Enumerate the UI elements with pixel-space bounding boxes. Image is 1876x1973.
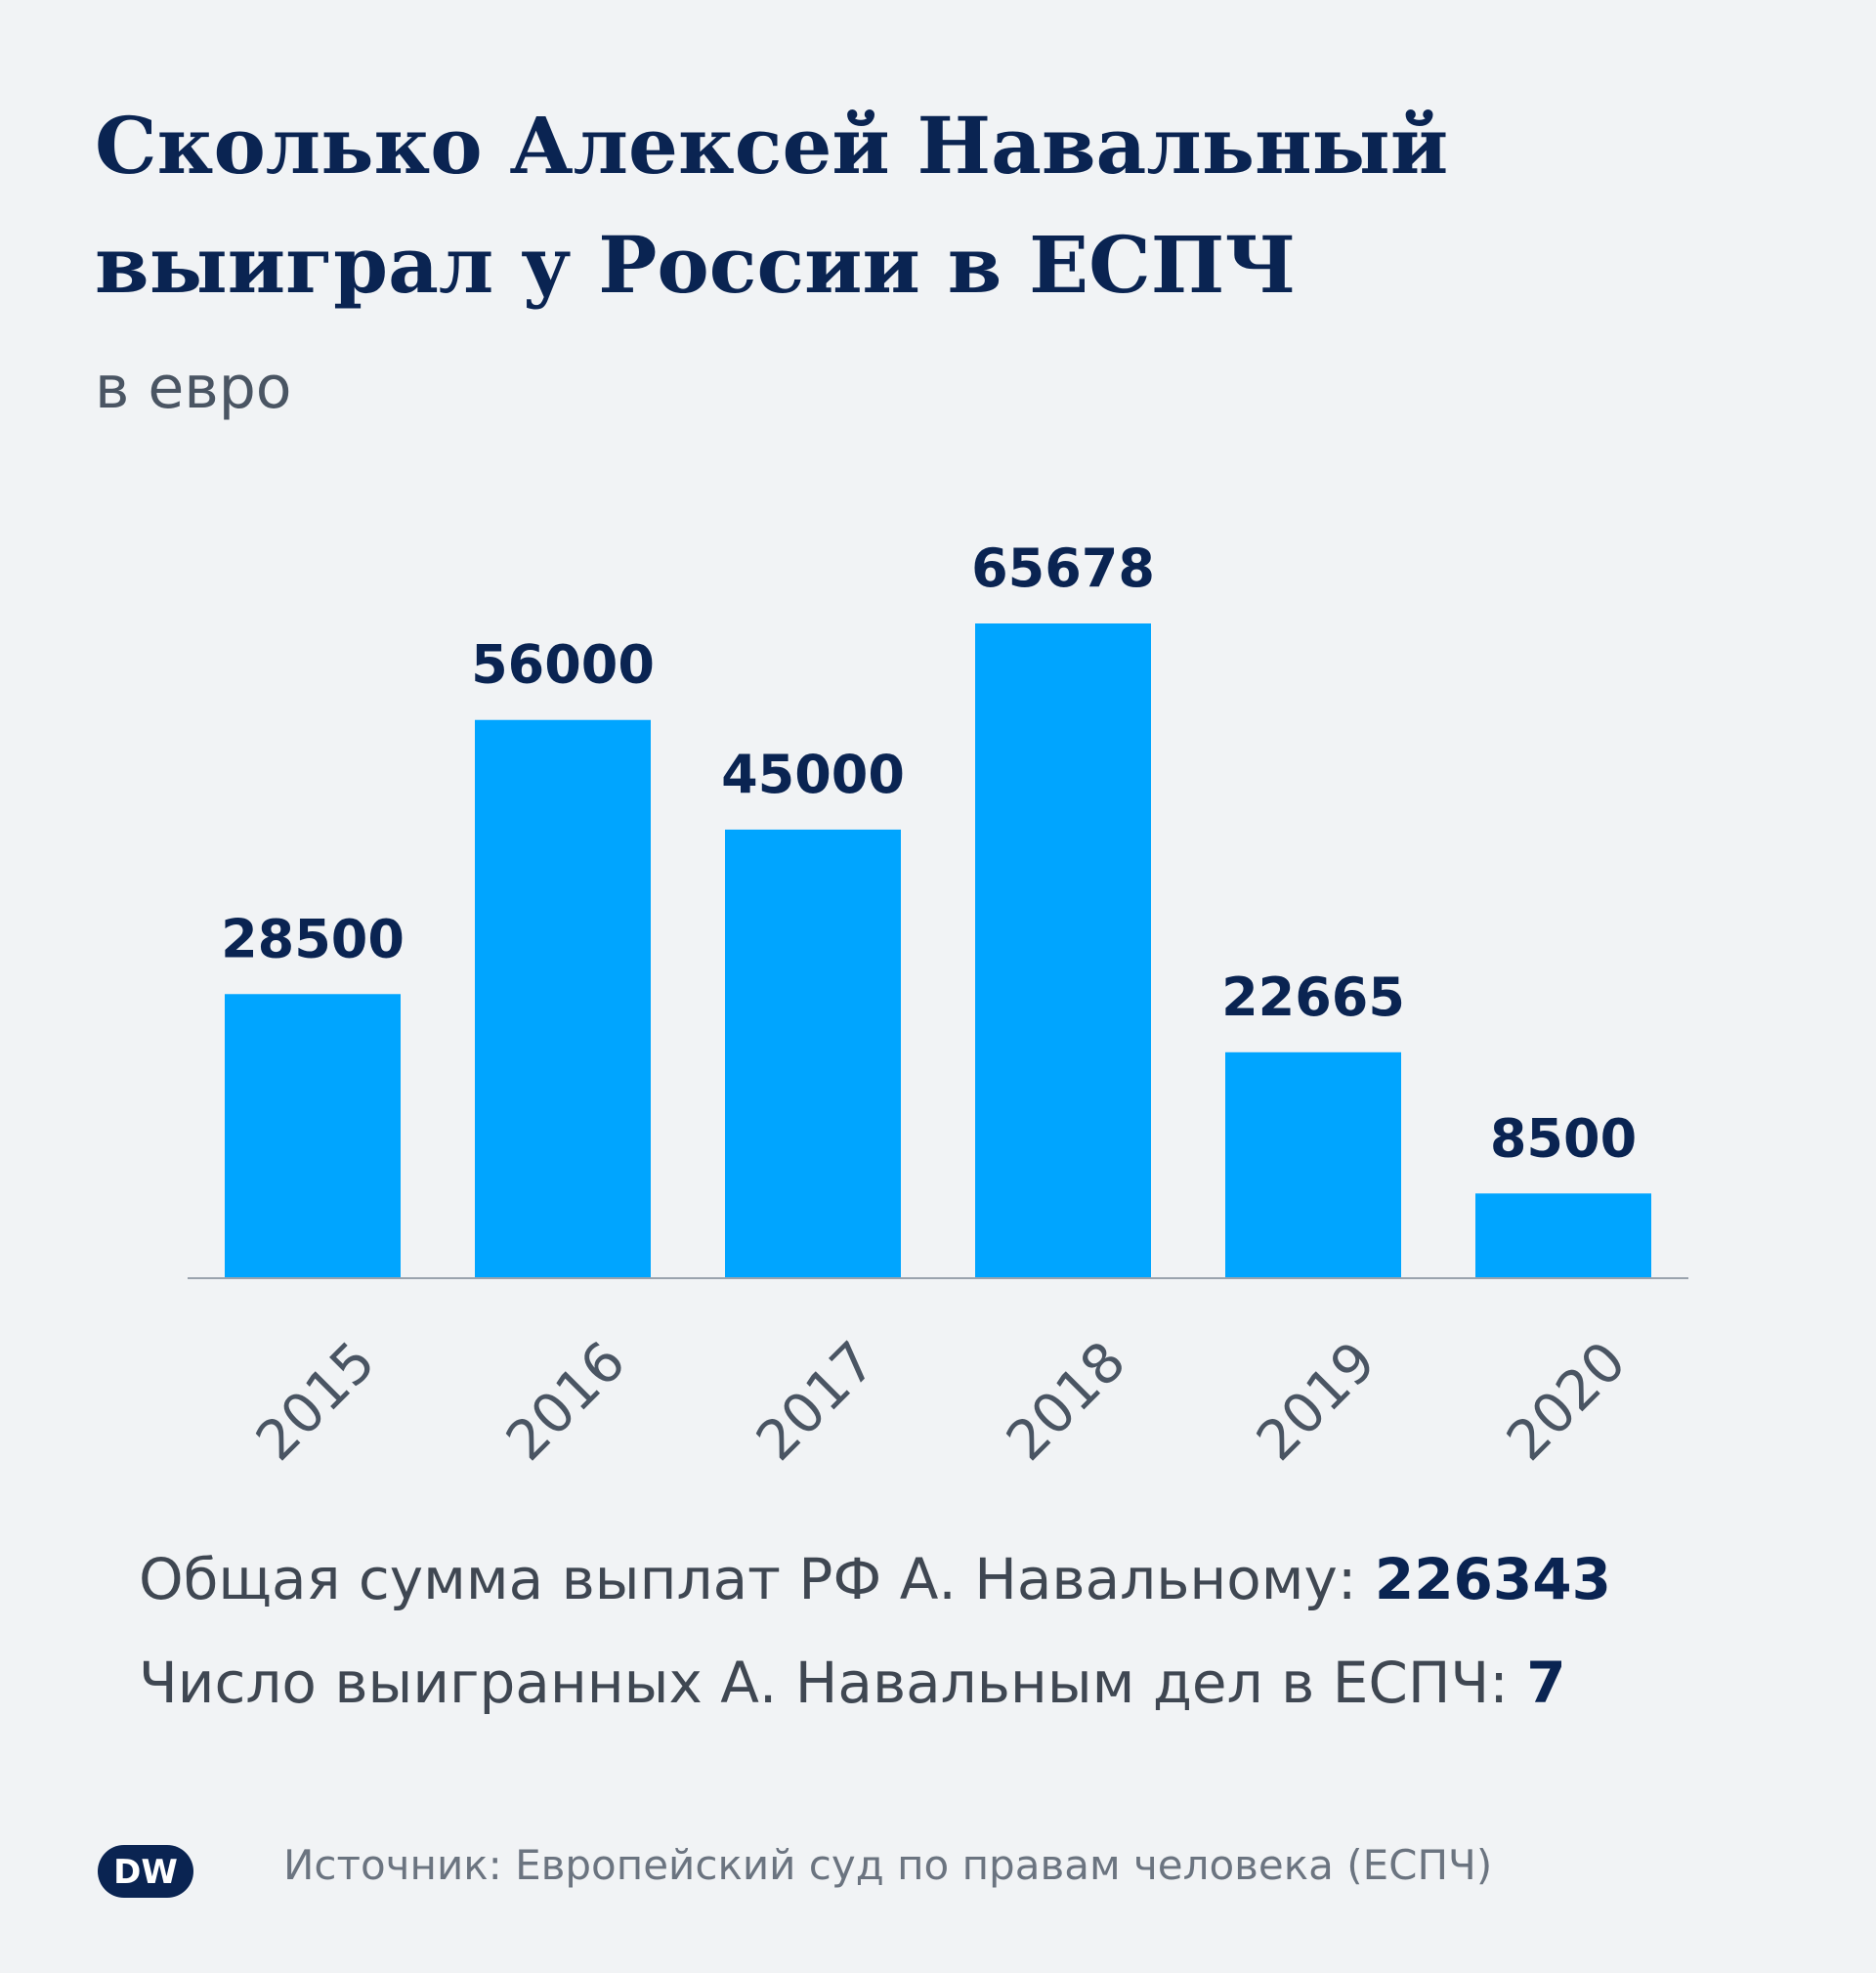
bar-2017 [725, 829, 901, 1278]
value-label-2015: 28500 [221, 908, 405, 969]
total-payout-value: 226343 [1374, 1546, 1611, 1612]
x-tick-label-2019: 2019 [1245, 1330, 1388, 1466]
x-tick-label-2017: 2017 [745, 1330, 888, 1466]
x-tick-label-2020: 2020 [1495, 1330, 1639, 1466]
value-label-2018: 65678 [971, 537, 1155, 599]
bar-2015 [225, 994, 401, 1278]
cases-won-value: 7 [1526, 1650, 1566, 1716]
cases-won-label: Число выигранных А. Навальным дел в ЕСПЧ… [139, 1650, 1527, 1716]
source-note: Источник: Европейский суд по правам чело… [283, 1841, 1493, 1889]
total-payout-label: Общая сумма выплат РФ А. Навальному: [139, 1546, 1375, 1612]
value-labels-group: 28500 56000 45000 65678 22665 8500 [221, 537, 1637, 1169]
value-label-2017: 45000 [721, 744, 905, 805]
cases-won-summary: Число выигранных А. Навальным дел в ЕСПЧ… [139, 1650, 1566, 1716]
chart-title: Сколько Алексей Навальный выиграл у Росс… [95, 100, 1449, 311]
bars-group [225, 623, 1651, 1278]
value-label-2016: 56000 [471, 634, 655, 696]
bar-2016 [475, 719, 651, 1278]
bar-2020 [1475, 1193, 1651, 1278]
total-payout-summary: Общая сумма выплат РФ А. Навальному: 226… [139, 1546, 1611, 1612]
value-label-2020: 8500 [1490, 1107, 1637, 1169]
x-tick-labels-group: 2015 2016 2017 2018 2019 2020 [244, 1330, 1639, 1466]
chart-subtitle-units: в евро [95, 354, 292, 422]
bar-2018 [975, 623, 1151, 1278]
dw-logo: DW [98, 1845, 193, 1898]
x-tick-label-2015: 2015 [244, 1330, 388, 1466]
bar-2019 [1225, 1051, 1401, 1278]
value-label-2019: 22665 [1221, 966, 1405, 1028]
x-tick-label-2016: 2016 [494, 1330, 638, 1466]
dw-logo-text: DW [113, 1853, 178, 1892]
x-tick-label-2018: 2018 [995, 1330, 1138, 1466]
